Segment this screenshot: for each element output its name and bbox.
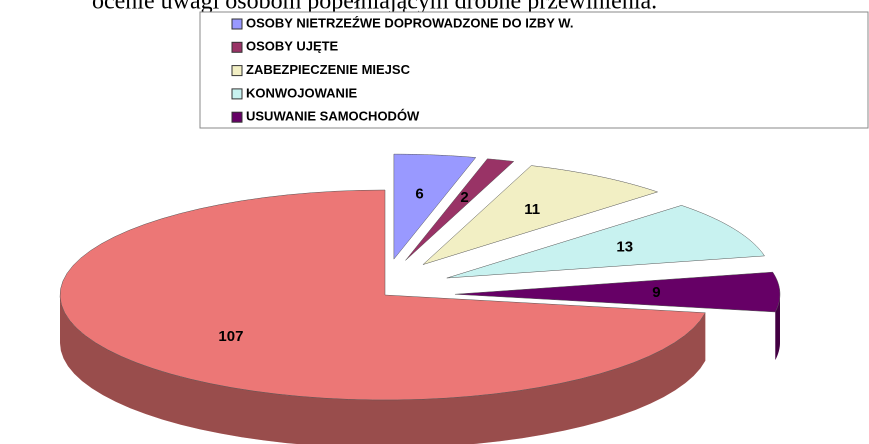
data-label: 2 — [460, 189, 468, 206]
slice-side-shade — [60, 295, 706, 444]
data-label: 9 — [652, 284, 660, 301]
data-label: 107 — [218, 328, 243, 345]
slice — [59, 189, 706, 401]
legend-swatch — [231, 88, 243, 100]
data-label: 11 — [524, 201, 540, 218]
slice-side-shade — [775, 294, 780, 360]
slice — [393, 153, 477, 260]
legend-swatch — [231, 111, 243, 123]
legend-label: OSOBY UJĘTE — [246, 39, 339, 54]
legend-swatch — [231, 18, 243, 30]
legend-label: KONWOJOWANIE — [246, 85, 358, 100]
slice — [422, 165, 659, 265]
legend-label: OSOBY NIETRZEŹWE DOPROWADZONE DO IZBY W. — [246, 15, 573, 30]
legend-box — [199, 11, 869, 129]
data-label: 6 — [415, 186, 423, 203]
data-label: 13 — [616, 238, 633, 255]
slice — [454, 271, 781, 313]
slice — [446, 205, 765, 279]
caption: ocenie uwagi osobom popełniającym drobne… — [92, 0, 657, 15]
slice-side — [775, 294, 780, 360]
legend-swatch — [231, 65, 243, 77]
legend-label: USUWANIE SAMOCHODÓW — [246, 109, 420, 124]
slice-side — [60, 295, 706, 444]
slice — [405, 158, 515, 261]
legend-label: ZABEZPIECZENIE MIEJSC — [246, 62, 411, 77]
legend-swatch — [231, 41, 243, 53]
